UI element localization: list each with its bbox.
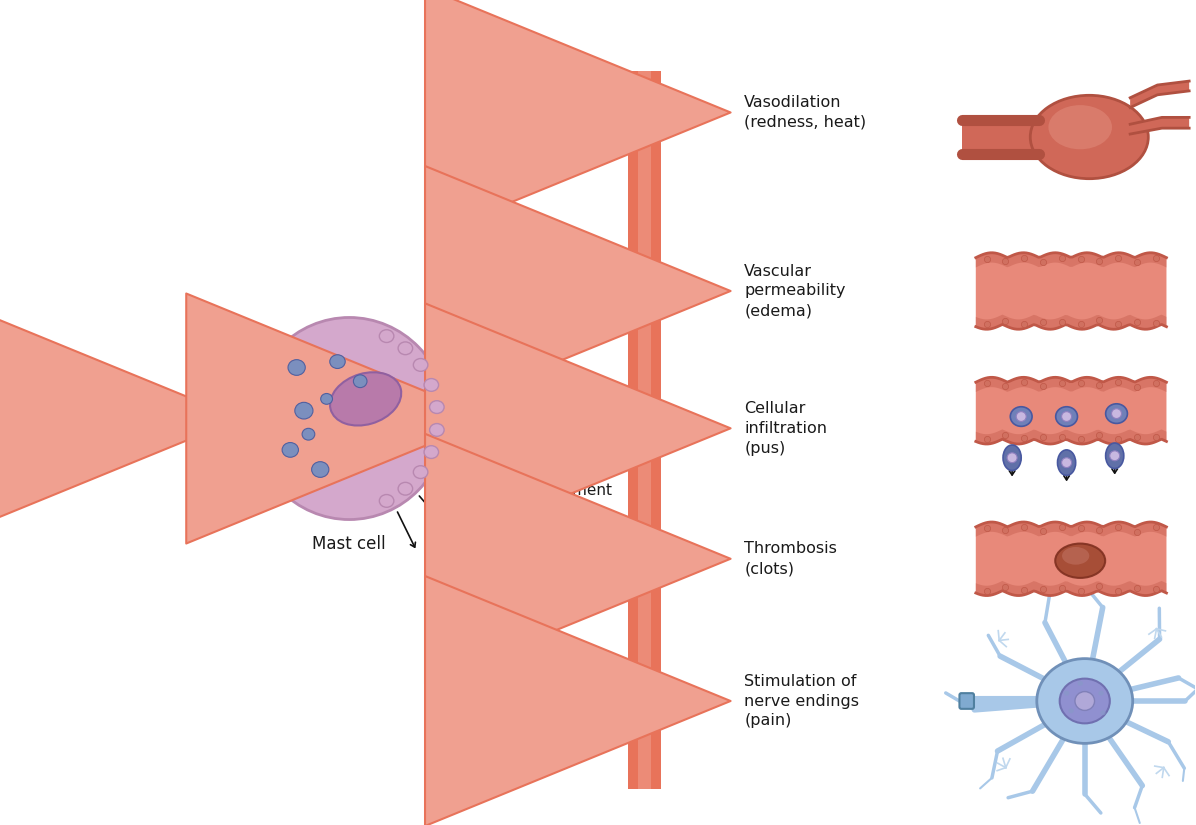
Ellipse shape bbox=[1098, 691, 1104, 695]
Ellipse shape bbox=[414, 466, 428, 478]
Ellipse shape bbox=[1105, 403, 1128, 423]
Ellipse shape bbox=[282, 442, 299, 457]
Ellipse shape bbox=[414, 359, 428, 371]
Ellipse shape bbox=[312, 462, 329, 478]
Ellipse shape bbox=[1111, 408, 1122, 418]
Text: Cellular
injury: Cellular injury bbox=[117, 399, 181, 438]
Ellipse shape bbox=[321, 394, 332, 404]
Text: Cellular
infiltration
(pus): Cellular infiltration (pus) bbox=[744, 401, 828, 455]
Ellipse shape bbox=[1011, 407, 1032, 427]
Ellipse shape bbox=[1037, 658, 1133, 743]
Ellipse shape bbox=[1105, 443, 1124, 469]
Ellipse shape bbox=[353, 375, 367, 388]
Ellipse shape bbox=[429, 401, 444, 413]
Text: Mast cell: Mast cell bbox=[312, 535, 386, 554]
Ellipse shape bbox=[398, 342, 413, 355]
Ellipse shape bbox=[1057, 450, 1075, 475]
Ellipse shape bbox=[330, 355, 346, 369]
Ellipse shape bbox=[379, 494, 393, 507]
Ellipse shape bbox=[1062, 458, 1072, 468]
Polygon shape bbox=[628, 71, 660, 790]
Ellipse shape bbox=[1017, 412, 1026, 422]
Ellipse shape bbox=[1056, 407, 1078, 427]
Text: Thrombosis
(clots): Thrombosis (clots) bbox=[744, 541, 837, 576]
Text: Release of
chemical
mediators
• histamine
• bradykinin
• complement
• leukotrien: Release of chemical mediators • histamin… bbox=[502, 375, 612, 520]
Text: Vascular
permeability
(edema): Vascular permeability (edema) bbox=[744, 264, 846, 318]
Ellipse shape bbox=[1062, 547, 1090, 564]
Ellipse shape bbox=[425, 379, 439, 391]
Ellipse shape bbox=[303, 428, 315, 440]
Ellipse shape bbox=[398, 483, 413, 495]
Ellipse shape bbox=[1100, 710, 1105, 715]
Text: Vasodilation
(redness, heat): Vasodilation (redness, heat) bbox=[744, 95, 866, 130]
Ellipse shape bbox=[1078, 681, 1082, 686]
Ellipse shape bbox=[1068, 709, 1074, 714]
FancyBboxPatch shape bbox=[959, 693, 974, 709]
Ellipse shape bbox=[1075, 691, 1094, 710]
Ellipse shape bbox=[1030, 96, 1148, 179]
Ellipse shape bbox=[288, 360, 305, 375]
Ellipse shape bbox=[1064, 691, 1069, 695]
Ellipse shape bbox=[379, 330, 393, 342]
Ellipse shape bbox=[429, 423, 444, 436]
Ellipse shape bbox=[1062, 412, 1072, 422]
Ellipse shape bbox=[1007, 453, 1017, 463]
Ellipse shape bbox=[425, 446, 439, 459]
Ellipse shape bbox=[1049, 105, 1112, 149]
Ellipse shape bbox=[1110, 451, 1119, 460]
Ellipse shape bbox=[1055, 544, 1105, 578]
Polygon shape bbox=[637, 71, 651, 790]
Ellipse shape bbox=[295, 403, 313, 419]
Ellipse shape bbox=[1003, 445, 1021, 470]
Ellipse shape bbox=[251, 318, 447, 520]
Ellipse shape bbox=[1060, 679, 1110, 724]
Text: Stimulation of
nerve endings
(pain): Stimulation of nerve endings (pain) bbox=[744, 674, 859, 728]
Ellipse shape bbox=[330, 372, 401, 426]
